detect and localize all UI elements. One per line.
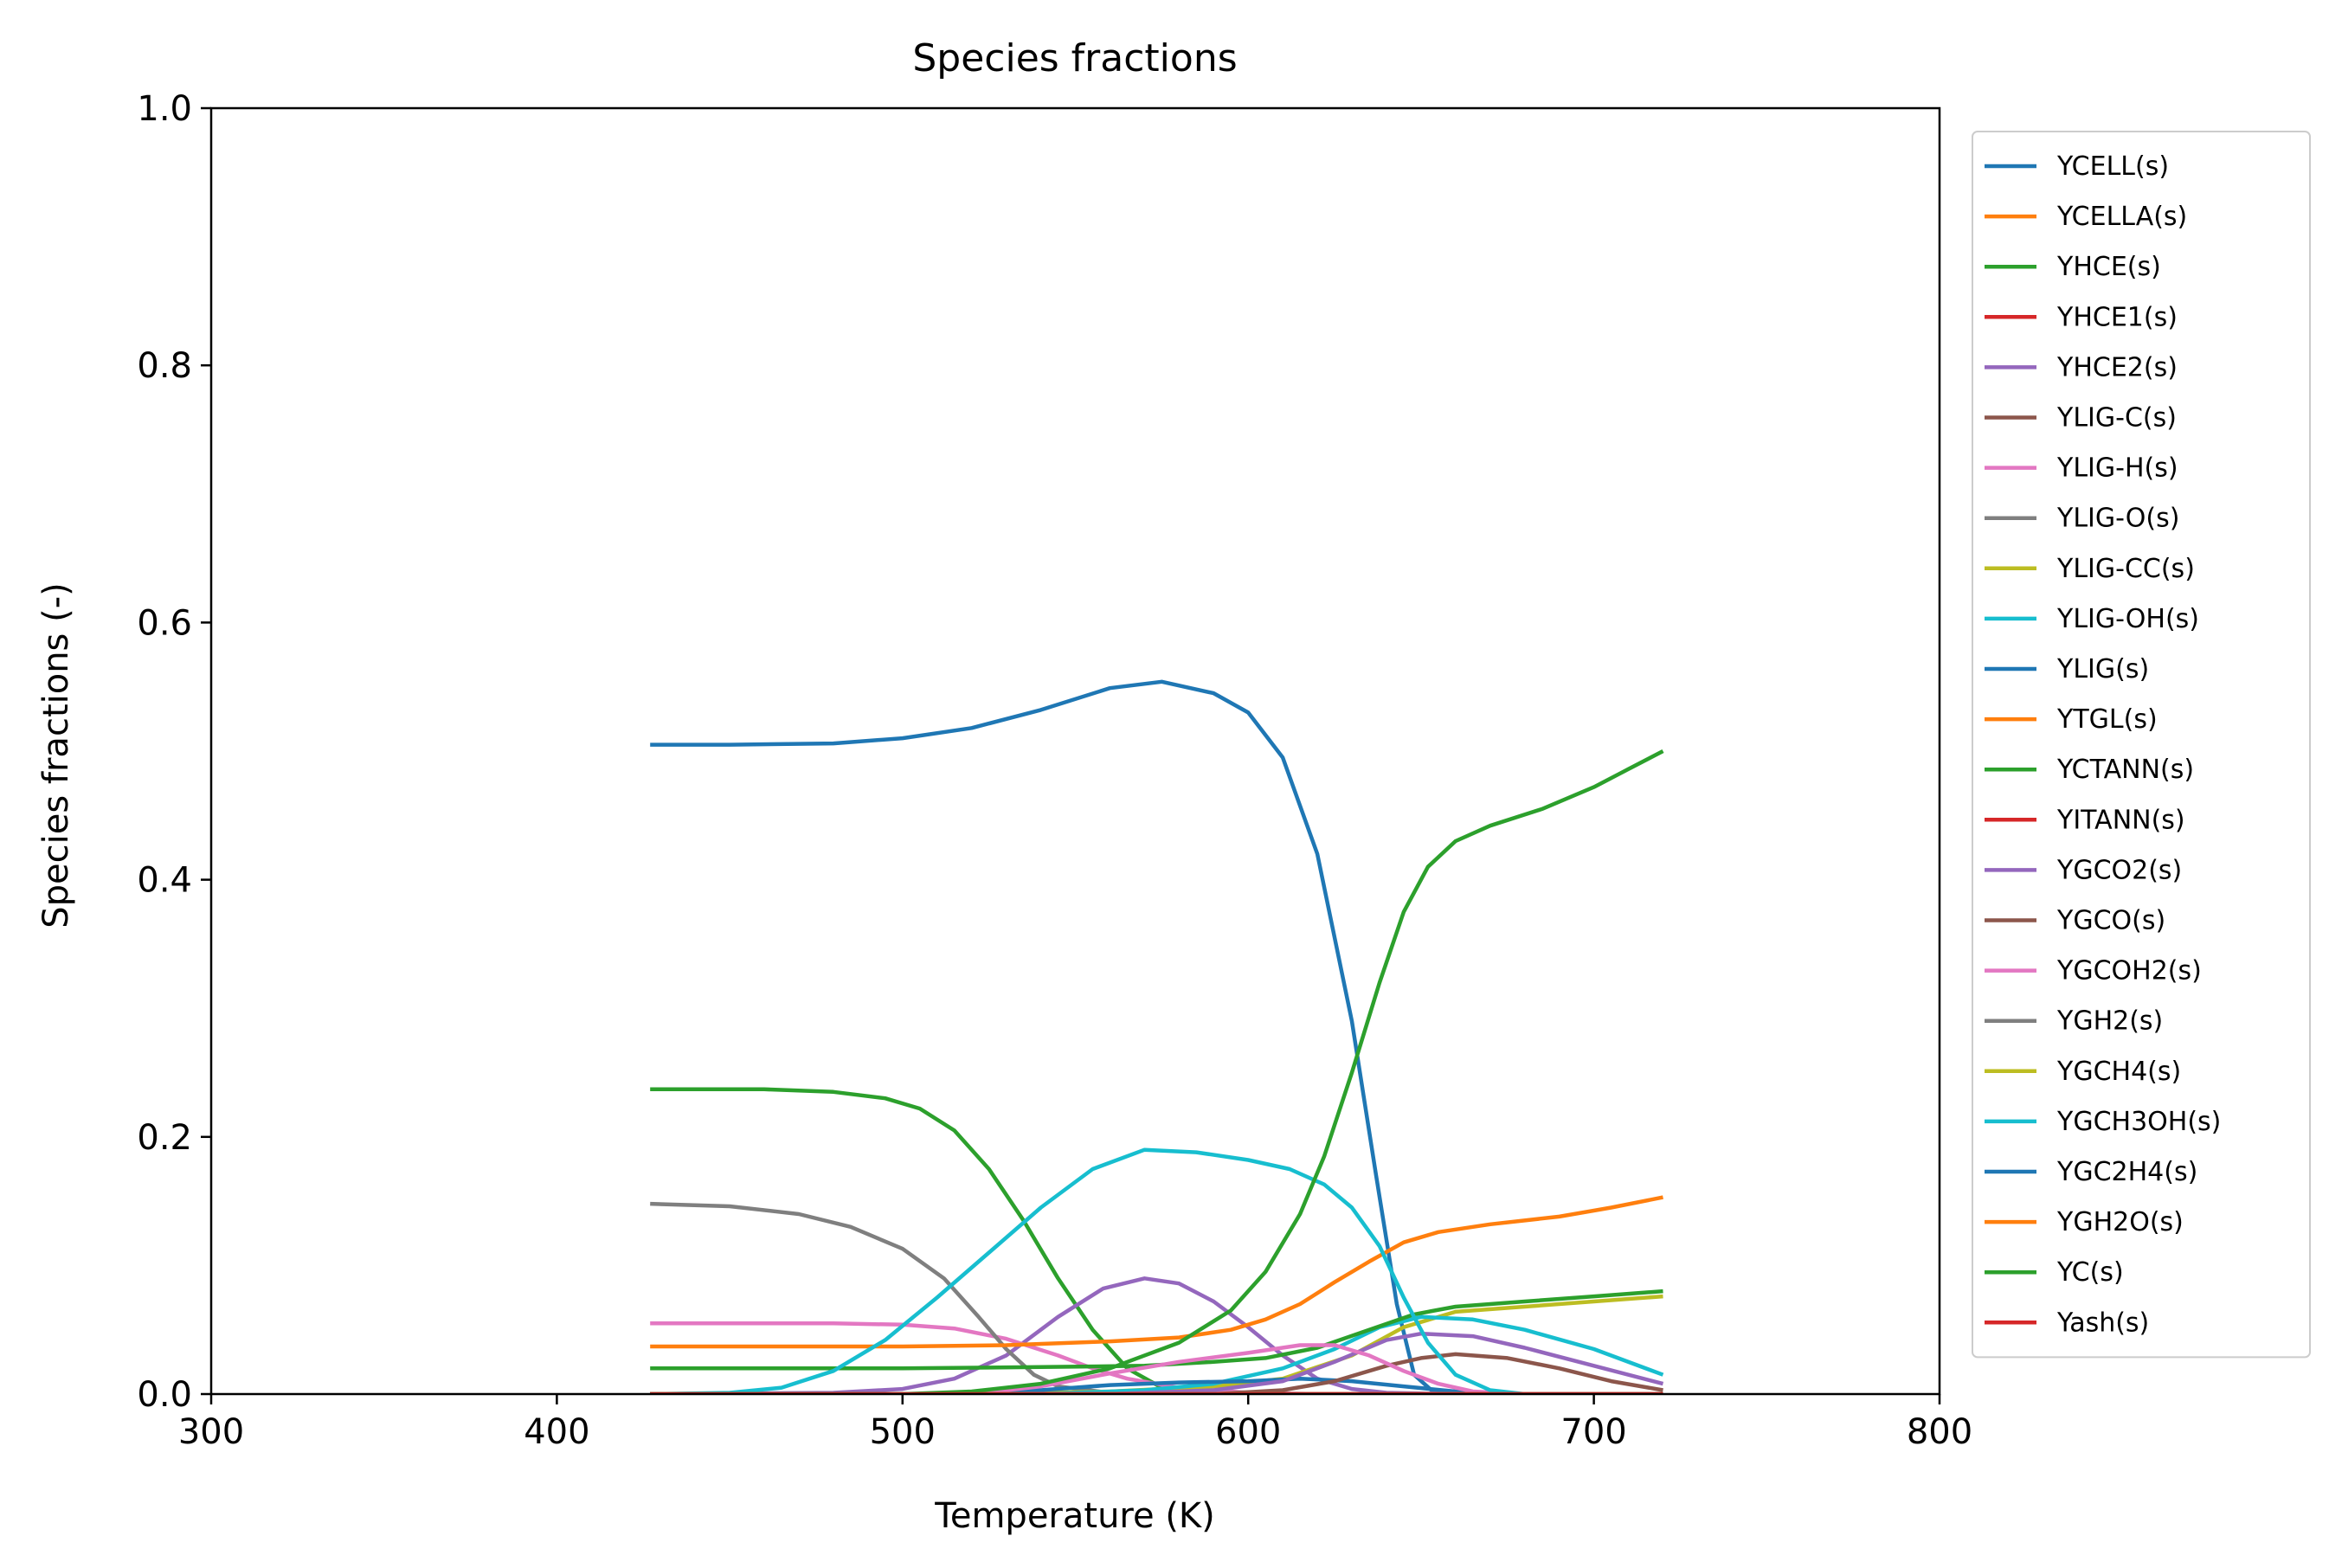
legend-label-yctann-s: YCTANN(s) — [2056, 755, 2194, 785]
legend-label-ygh2-s: YGH2(s) — [2056, 1006, 2163, 1037]
legend-label-yc-s: YC(s) — [2056, 1257, 2124, 1288]
x-tick-label: 500 — [870, 1412, 936, 1452]
y-tick-label: 0.6 — [137, 603, 192, 643]
legend-label-yitann-s: YITANN(s) — [2056, 805, 2185, 835]
series-line-ygcoh2-s — [650, 1343, 1663, 1394]
y-tick-label: 1.0 — [137, 89, 192, 129]
series-line-ylig-oh-s — [650, 1314, 1664, 1394]
legend-label-ycella-s: YCELLA(s) — [2056, 202, 2187, 232]
legend-label-yash-s: Yash(s) — [2056, 1308, 2149, 1338]
y-tick-label: 0.4 — [137, 861, 192, 901]
x-tick-label: 600 — [1215, 1412, 1281, 1452]
legend-label-yhce-s: YHCE(s) — [2056, 252, 2161, 282]
legend-label-ygco2-s: YGCO2(s) — [2056, 855, 2182, 885]
axes-layer: 300 400 500 600 700 800 0.0 0.2 0.4 0.6 0.8 1.0 — [137, 89, 1972, 1452]
series-layer — [650, 679, 1664, 1394]
series-line-ygch3oh-s — [650, 1147, 1663, 1394]
legend-label-yhce2-s: YHCE2(s) — [2056, 352, 2178, 382]
series-line-ygco2-s — [650, 1331, 1664, 1394]
y-axis-label: Species fractions (-) — [36, 582, 76, 929]
legend-label-ygc2h4-s: YGC2H4(s) — [2056, 1157, 2197, 1187]
legend-label-ytgl-s: YTGL(s) — [2056, 704, 2158, 735]
legend-label-ylig-oh-s: YLIG-OH(s) — [2056, 604, 2199, 634]
legend-label-ygcoh2-s: YGCOH2(s) — [2056, 956, 2202, 986]
legend-label-ygch3oh-s: YGCH3OH(s) — [2056, 1107, 2221, 1137]
legend-box — [1972, 131, 2311, 1359]
x-tick-label: 300 — [178, 1412, 244, 1452]
x-tick-label: 400 — [524, 1412, 589, 1452]
legend-label-ylig-c-s: YLIG-C(s) — [2056, 403, 2177, 434]
legend-label-yhce1-s: YHCE1(s) — [2056, 302, 2178, 332]
series-line-ytgl-s — [650, 1195, 1663, 1349]
legend-label-ycell-s: YCELL(s) — [2056, 151, 2169, 182]
y-tick-label: 0.8 — [137, 346, 192, 386]
legend-label-ylig-s: YLIG(s) — [2056, 654, 2149, 684]
series-line-ygco-s — [650, 1352, 1663, 1394]
series-line-yctann-s — [650, 1288, 1663, 1371]
legend-label-ylig-o-s: YLIG-O(s) — [2056, 504, 2179, 534]
y-tick-label: 0.0 — [137, 1375, 192, 1415]
legend: YCELL(s) YCELLA(s) YHCE(s) YHCE1(s) YHCE2(s)… — [1972, 131, 2311, 1359]
y-tick-label: 0.2 — [137, 1118, 192, 1158]
legend-label-ylig-cc-s: YLIG-CC(s) — [2056, 554, 2195, 584]
chart-title: Species fractions — [912, 36, 1237, 80]
legend-label-ygch4-s: YGCH4(s) — [2056, 1057, 2181, 1087]
x-tick-label: 700 — [1560, 1412, 1626, 1452]
legend-label-ygco-s: YGCO(s) — [2056, 906, 2165, 936]
legend-label-ylig-h-s: YLIG-H(s) — [2056, 453, 2178, 484]
plot-frame — [209, 106, 1941, 1396]
legend-label-ygh2o-s: YGH2O(s) — [2056, 1207, 2184, 1237]
x-tick-label: 800 — [1907, 1412, 1972, 1452]
series-line-yc-s — [650, 749, 1664, 1394]
series-line-yhce2-s — [650, 1276, 1663, 1394]
x-axis-label: Temperature (K) — [934, 1496, 1215, 1536]
